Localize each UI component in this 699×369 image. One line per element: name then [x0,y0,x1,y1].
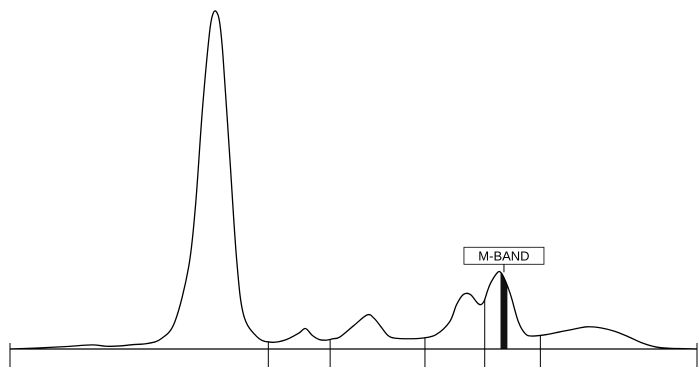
series-line [9,10,698,350]
fraction-divider-ticks [9,299,698,367]
m-band-fill [500,272,508,349]
chart-marks [9,10,698,350]
chart-annotations: M-BAND [463,246,545,273]
m-band-label: M-BAND [463,246,545,273]
m-band-label-text: M-BAND [478,248,529,263]
